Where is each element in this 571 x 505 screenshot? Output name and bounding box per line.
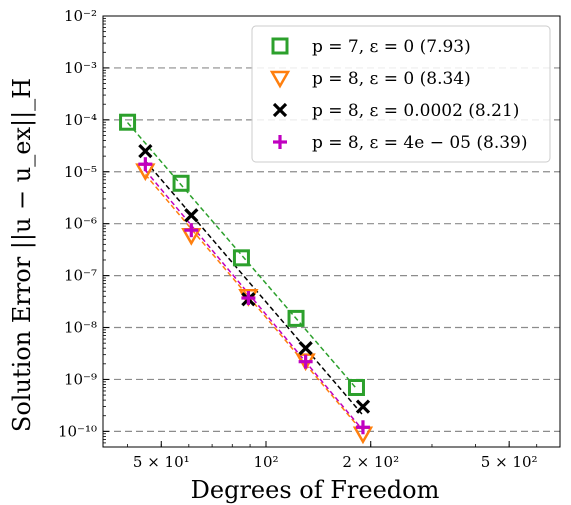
y-tick-label-2: 10⁻⁸ [64,319,97,337]
legend-label-0: p = 7, ε = 0 (7.93) [312,37,471,57]
x-tick-label-1: 10² [253,453,278,471]
marker-series-0-point-2 [232,249,250,267]
legend-marker-1 [269,70,291,89]
marker-series-0-point-0 [119,113,137,131]
x-tick-label-0: 5 × 10¹ [133,453,190,471]
data-markers [119,113,374,445]
legend-marker-2 [272,102,288,118]
fit-lines [126,122,364,433]
y-tick-label-0: 10⁻¹⁰ [58,422,97,440]
y-axis-label: Solution Error ||u − u_ex||_H [8,78,37,432]
x-tick-label-3: 5 × 10² [481,453,538,471]
marker-series-2-point-4-stroke-b [355,399,371,414]
y-tick-label-8: 10⁻² [64,7,97,25]
y-tick-label-1: 10⁻⁹ [64,370,97,388]
y-tick-label-7: 10⁻³ [64,59,97,77]
legend-marker-3 [273,135,287,149]
marker-series-3-point-4 [355,420,370,435]
legend-marker-2-stroke-b [272,102,288,118]
fit-line-series-3 [144,169,364,431]
marker-series-0-point-3 [287,309,305,327]
x-axis-label: Degrees of Freedom [191,476,440,504]
legend-marker-0 [271,37,289,55]
fit-line-series-0 [126,122,358,390]
y-tick-label-6: 10⁻⁴ [64,111,97,129]
marker-series-2-point-0 [138,143,153,159]
marker-series-2-point-1 [184,208,199,223]
marker-series-0-point-1 [172,174,190,192]
marker-series-3-point-3 [298,354,313,369]
marker-series-2-point-3 [298,341,313,356]
marker-series-3-point-0 [138,157,153,172]
marker-series-2-point-1-stroke-b [184,208,199,223]
marker-series-2-point-3-stroke-b [298,341,313,356]
legend-label-2: p = 8, ε = 0.0002 (8.21) [312,101,519,121]
legend: p = 7, ε = 0 (7.93) p = 8, ε = 0 (8.34) p … [251,25,551,163]
legend-label-1: p = 8, ε = 0 (8.34) [312,69,471,89]
marker-series-2-point-0-stroke-b [138,143,153,159]
marker-series-0-point-4 [347,378,365,396]
y-tick-label-5: 10⁻⁵ [64,163,97,181]
x-tick-label-2: 2 × 10² [342,453,399,471]
y-tick-label-3: 10⁻⁷ [64,267,97,285]
fit-line-series-2 [144,160,364,416]
marker-series-3-point-2 [241,291,256,306]
y-tick-label-4: 10⁻⁶ [64,215,97,233]
legend-label-3: p = 8, ε = 4e − 05 (8.39) [312,133,528,153]
marker-series-2-point-4 [355,399,371,414]
axis-ticks: 10⁻¹⁰ 10⁻⁹ 10⁻⁸ 10⁻⁷ 10⁻⁶ 10⁻⁵ 10⁻⁴ 10⁻³ 10⁻² 5 ×… [58,7,538,471]
marker-series-3-point-1 [184,223,199,238]
legend-box [251,25,551,163]
